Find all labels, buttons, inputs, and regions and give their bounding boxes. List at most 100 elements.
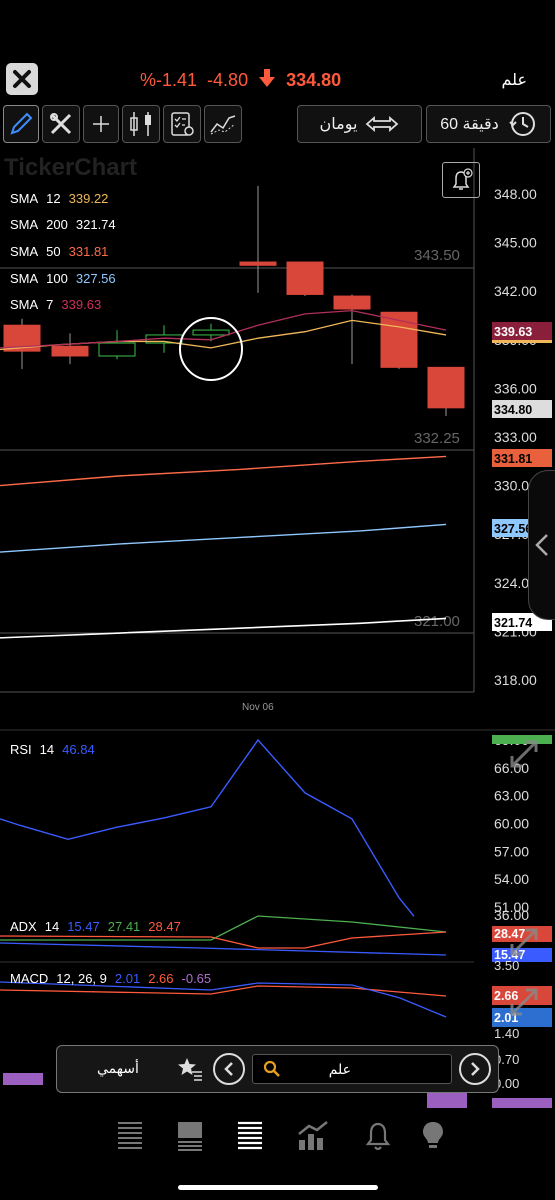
change-value: -4.80 <box>207 70 249 90</box>
sma-period: 200 <box>46 217 68 232</box>
nav-chart[interactable] <box>296 1118 332 1154</box>
sma50-line <box>0 455 447 487</box>
change-percent: %-1.41 <box>140 70 198 90</box>
tag-sma200: 321.74 <box>494 616 532 630</box>
adx-name: ADX <box>10 919 37 934</box>
tag-sma100: 327.56 <box>494 522 532 536</box>
bar-chart-icon <box>298 1121 328 1150</box>
nav-orders[interactable] <box>172 1118 208 1154</box>
sma-period: 12 <box>46 191 61 206</box>
sma100-line <box>0 523 447 553</box>
adx-period: 14 <box>44 919 60 934</box>
price-axis-tick: 324.00 <box>494 575 537 591</box>
rsi-axis-tick: 54.00 <box>494 871 529 887</box>
tag-sma7-bg <box>492 322 552 340</box>
candle-body <box>51 345 89 357</box>
pencil-icon <box>10 112 33 135</box>
adx-value-3: 28.47 <box>148 919 181 934</box>
nav-news[interactable] <box>232 1118 268 1154</box>
macd-axis-tick: 1.40 <box>494 1026 519 1041</box>
candle-body <box>427 366 465 409</box>
price-summary: %-1.41 -4.80 334.80 <box>140 68 341 93</box>
candle-body <box>333 295 371 310</box>
candle-body <box>380 311 418 368</box>
last-price: 334.80 <box>286 70 342 90</box>
document-lines-icon <box>178 1122 202 1151</box>
sma-value: 321.74 <box>75 217 116 232</box>
rsi-axis-tick: 60.00 <box>494 816 529 832</box>
expand-arrows-icon <box>510 988 538 1016</box>
tag-last: 334.80 <box>494 403 532 417</box>
sma-legend-row: SMA 7 339.63 <box>10 297 101 312</box>
tag-last-bg <box>492 400 552 418</box>
period-selector[interactable]: يومان <box>297 105 422 143</box>
nav-market-watch[interactable] <box>112 1118 148 1154</box>
draw-button[interactable] <box>3 105 39 143</box>
chart-type-button[interactable] <box>122 105 160 143</box>
tools-icon <box>50 113 72 135</box>
symbol-search-field[interactable]: علم <box>252 1054 452 1084</box>
line-chart-icon <box>210 115 236 135</box>
search-value: علم <box>328 1060 351 1077</box>
adx-minus-di <box>0 931 447 949</box>
rsi-name: RSI <box>10 742 32 757</box>
checklist-gear-icon <box>171 112 194 136</box>
star-list-icon[interactable] <box>177 1056 203 1087</box>
bell-icon <box>365 1122 391 1151</box>
interval-selector[interactable]: 60 دقيقة <box>426 105 551 143</box>
watchlist-label[interactable]: أسهمي <box>97 1060 139 1076</box>
macd-axis-tick: 3.50 <box>494 958 519 973</box>
sma-legend-row: SMA 100 327.56 <box>10 271 116 286</box>
nav-tips[interactable] <box>415 1118 451 1154</box>
rsi-line <box>0 738 415 917</box>
adx-value-2: 27.41 <box>107 919 141 934</box>
sma-value: 339.63 <box>61 297 102 312</box>
tools-button[interactable] <box>42 105 80 143</box>
indicators-button[interactable] <box>204 105 242 143</box>
search-icon <box>263 1060 280 1077</box>
adx-tag-1: 28.47 <box>494 927 525 941</box>
next-symbol-button[interactable] <box>459 1053 491 1085</box>
macd-line <box>0 981 447 1018</box>
tag-sma50: 331.81 <box>494 452 532 466</box>
macd-tag-2-bg <box>492 1008 552 1027</box>
macd-params: 12, 26, 9 <box>56 971 107 986</box>
macd-name: MACD <box>10 971 49 986</box>
tag-sma200-bg <box>492 613 552 631</box>
price-axis-tick: 330.00 <box>494 478 537 494</box>
macd-value-2: 2.66 <box>148 971 174 986</box>
tag-sma7: 339.63 <box>494 325 532 339</box>
side-panel-toggle[interactable] <box>528 470 555 620</box>
list-lines-icon <box>118 1122 142 1149</box>
sma-name: SMA <box>10 297 39 312</box>
candle-body <box>192 329 230 336</box>
sma-period: 50 <box>46 244 61 259</box>
sma-legend-row: SMA 50 331.81 <box>10 244 108 259</box>
chevron-left-icon <box>535 534 548 556</box>
sma-value: 339.22 <box>68 191 109 206</box>
previous-symbol-button[interactable] <box>213 1053 245 1085</box>
zoom-bell-button[interactable] <box>442 162 480 198</box>
home-indicator <box>178 1185 378 1190</box>
nav-alerts[interactable] <box>360 1118 396 1154</box>
sma-legend-row: SMA 12 339.22 <box>10 191 108 206</box>
bell-plus-icon <box>452 168 473 190</box>
close-icon <box>13 70 31 88</box>
price-axis-tick: 348.00 <box>494 186 537 202</box>
rsi-period: 14 <box>39 742 55 757</box>
close-button[interactable] <box>6 63 38 95</box>
sma-legend-row: SMA 200 321.74 <box>10 217 116 232</box>
macd-value-3: -0.65 <box>181 971 212 986</box>
tag-sma50-bg <box>492 449 552 467</box>
down-arrow-icon <box>258 68 276 93</box>
crosshair-button[interactable] <box>83 105 119 143</box>
rsi-axis-tick: 51.00 <box>494 899 529 915</box>
level-high: 343.50 <box>414 247 460 264</box>
price-axis-tick: 345.00 <box>494 235 537 251</box>
chart-canvas[interactable]: 343.50 332.25 321.00 348.00 345.00 342.00 339.… <box>0 148 555 1108</box>
rsi-legend: RSI 14 46.84 <box>10 742 95 757</box>
indicators-settings-button[interactable] <box>163 105 201 143</box>
price-axis-tick: 333.00 <box>494 429 537 445</box>
level-mid: 321.00 <box>414 613 460 630</box>
expand-arrows-icon <box>510 928 538 956</box>
